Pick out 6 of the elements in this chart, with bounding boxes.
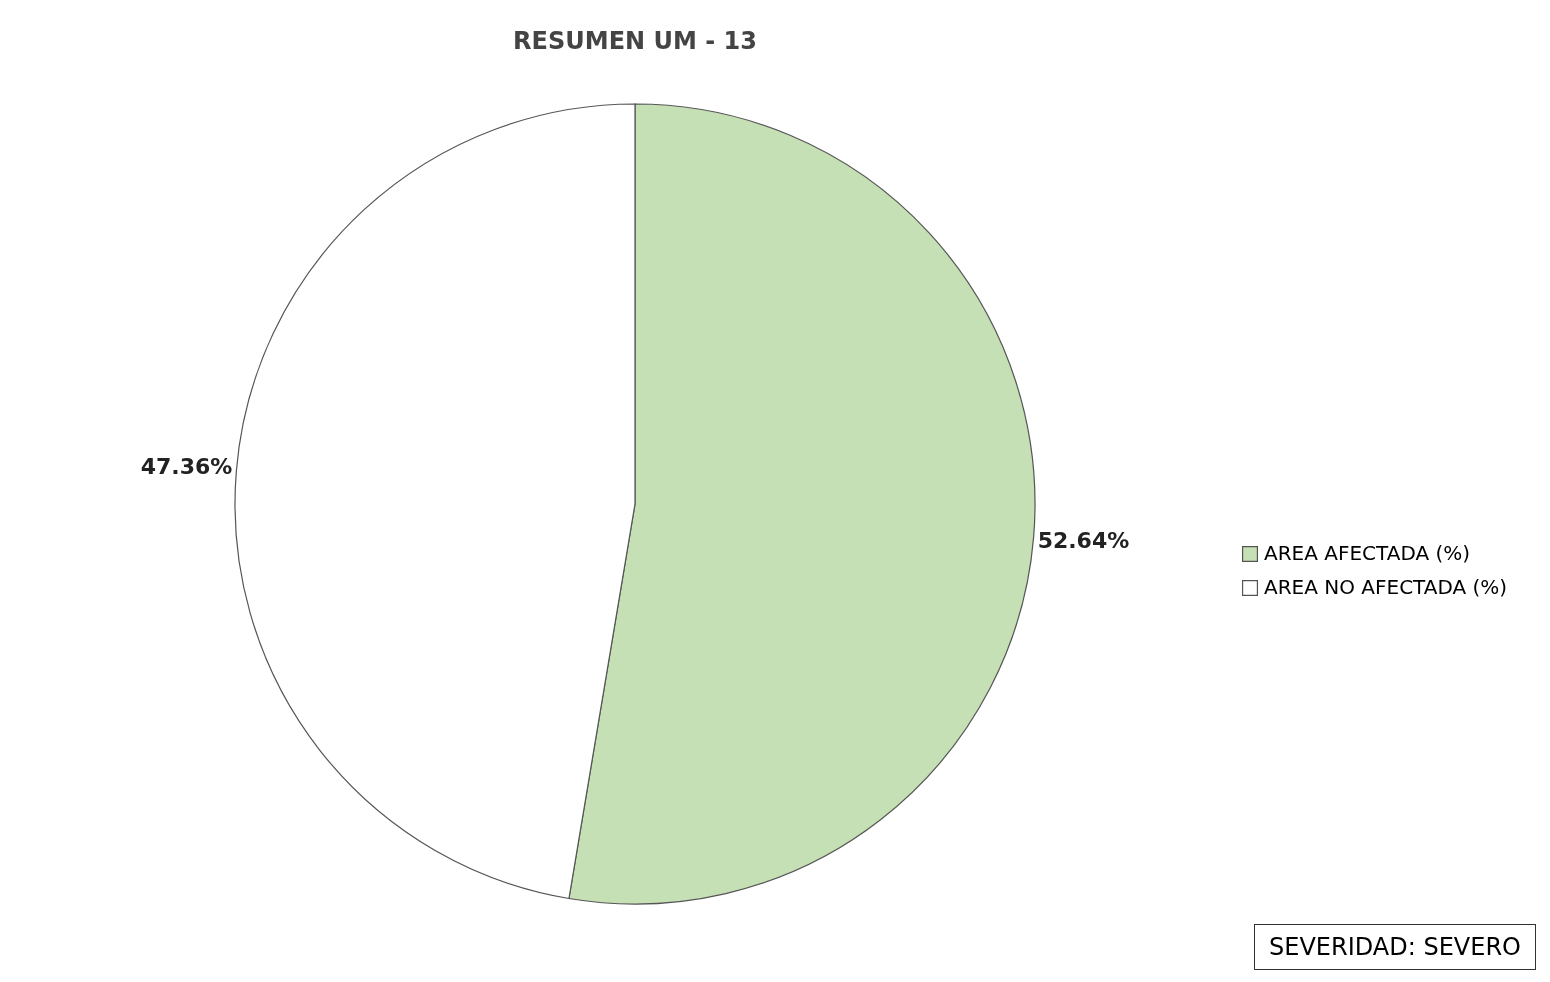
data-label: 47.36%	[140, 453, 233, 479]
legend-label: AREA NO AFECTADA (%)	[1264, 575, 1508, 599]
data-label: 52.64%	[1037, 528, 1130, 554]
text: SEVERIDAD: SEVERO	[1254, 924, 1536, 970]
legend-label: AREA AFECTADA (%)	[1264, 541, 1471, 565]
chart-title: RESUMEN UM - 13	[513, 27, 757, 55]
